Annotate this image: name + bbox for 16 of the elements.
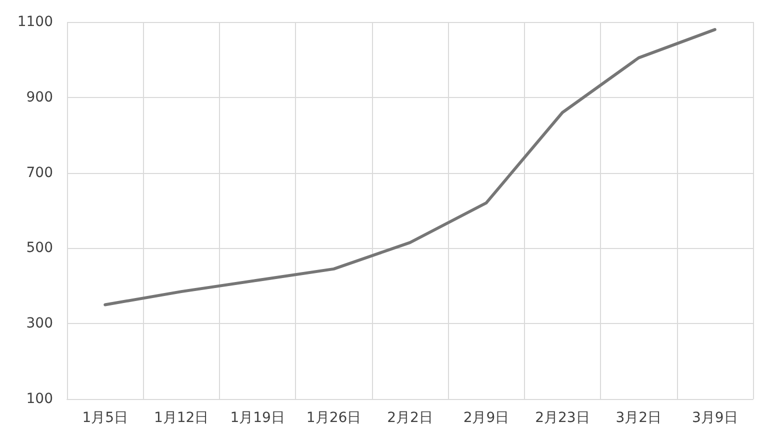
y-tick-label: 100 — [26, 391, 53, 407]
y-tick-label: 1100 — [17, 14, 53, 30]
y-tick-label: 700 — [26, 164, 53, 181]
y-tick-label: 900 — [26, 89, 53, 106]
y-tick-label: 300 — [26, 316, 53, 332]
x-tick-label: 1月26日 — [306, 410, 362, 426]
x-tick-label: 2月9日 — [463, 410, 510, 426]
x-tick-label: 1月19日 — [230, 410, 285, 426]
line-series — [104, 28, 716, 306]
x-tick-label: 1月12日 — [154, 410, 209, 426]
x-tick-label: 1月5日 — [82, 410, 128, 426]
x-tick-label: 3月9日 — [692, 410, 738, 426]
y-tick-label: 500 — [26, 240, 53, 256]
x-tick-label: 2月23日 — [535, 410, 590, 426]
x-tick-label: 2月2日 — [387, 410, 433, 426]
x-tick-label: 3月2日 — [616, 410, 662, 426]
